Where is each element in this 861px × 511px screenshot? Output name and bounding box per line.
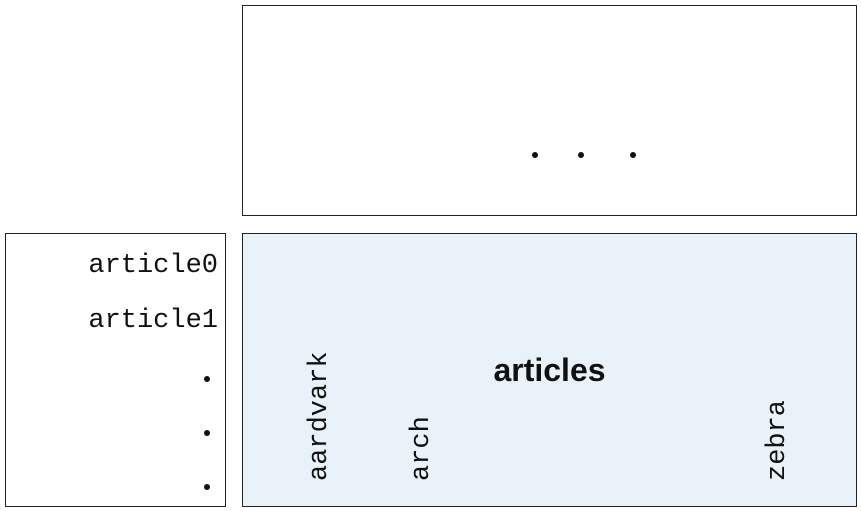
- column-ellipsis: [520, 134, 660, 174]
- row-header-box: [5, 233, 226, 507]
- matrix-box: [242, 233, 857, 507]
- row-ellipsis-dot: [204, 376, 210, 382]
- row-label-article1: article1: [88, 306, 218, 336]
- ellipsis-dot: [578, 152, 584, 158]
- row-ellipsis-dot: [204, 484, 210, 490]
- column-header-box: [242, 5, 857, 216]
- ellipsis-dot: [532, 152, 538, 158]
- row-ellipsis-dot: [204, 430, 210, 436]
- ellipsis-dot: [630, 152, 636, 158]
- matrix-label: articles: [493, 351, 606, 388]
- row-label-article0: article0: [88, 251, 218, 281]
